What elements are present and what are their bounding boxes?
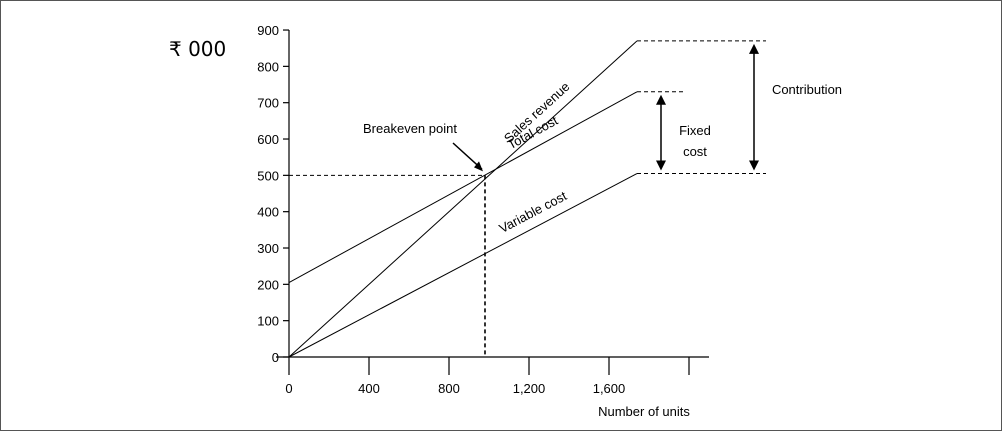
- breakeven-label: Breakeven point: [363, 121, 457, 136]
- y-tick-label: 900: [257, 23, 279, 38]
- contribution-arrowhead-bottom: [749, 160, 759, 171]
- y-tick-label: 700: [257, 96, 279, 111]
- series-lines: [288, 40, 638, 358]
- y-unit-label: ₹ 000: [169, 37, 226, 61]
- x-tick-label: 1,200: [513, 381, 546, 396]
- fixed-cost-label-line2: cost: [683, 144, 707, 159]
- y-tick-label: 300: [257, 241, 279, 256]
- contribution-label: Contribution: [772, 82, 842, 97]
- x-tick-label: 0: [285, 381, 292, 396]
- axes: [276, 30, 709, 358]
- y-tick-label: 100: [257, 314, 279, 329]
- y-tick-label: 0: [272, 350, 279, 365]
- fixed-cost-label-line1: Fixed: [679, 123, 711, 138]
- contribution-arrowhead-top: [749, 43, 759, 54]
- x-tick-label: 800: [438, 381, 460, 396]
- y-tick-label: 600: [257, 132, 279, 147]
- y-axis-ticks: 0 100 200 300 400 500 600 700 800 900 ₹ 000: [169, 23, 289, 365]
- y-tick-label: 400: [257, 205, 279, 220]
- y-tick-label: 500: [257, 168, 279, 183]
- series-line-total-cost: [288, 91, 638, 283]
- series-line-variable-cost: [288, 173, 638, 358]
- fixed-cost-arrowhead-bottom: [656, 160, 666, 171]
- x-axis-label: Number of units: [598, 404, 690, 419]
- annotations: Breakeven point Fixed cost Contribution: [363, 43, 842, 172]
- x-tick-label: 1,600: [593, 381, 626, 396]
- y-tick-label: 800: [257, 59, 279, 74]
- breakeven-arrowhead: [474, 161, 483, 172]
- guide-lines: [289, 40, 766, 357]
- series-line-sales-revenue: [288, 40, 638, 358]
- x-axis-ticks: 0 400 800 1,200 1,600 Number of units: [285, 357, 690, 419]
- y-tick-label: 200: [257, 277, 279, 292]
- fixed-cost-arrowhead-top: [656, 94, 666, 105]
- x-tick-label: 400: [358, 381, 380, 396]
